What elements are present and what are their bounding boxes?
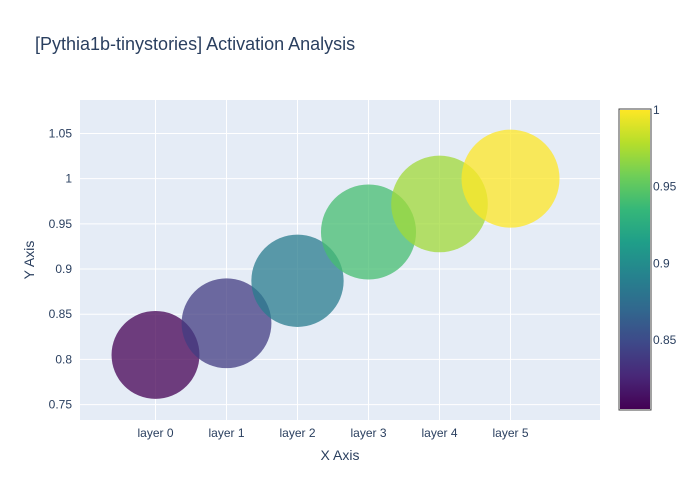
bubble-point[interactable] [111,310,200,399]
y-tick-label: 0.95 [49,217,73,231]
bubble-series [111,129,560,399]
colorbar-ticks: 0.85 0.9 0.95 1 [653,103,677,347]
colorbar-tick-label: 0.9 [653,256,670,270]
x-tick-label: layer 1 [208,426,244,440]
y-axis-ticks: 0.75 0.8 0.85 0.9 0.95 1 1.05 [49,126,73,411]
bubble-point[interactable] [461,129,560,228]
y-axis-title: Y Axis [21,241,37,280]
y-tick-label: 0.85 [49,307,73,321]
x-axis-ticks: layer 0 layer 1 layer 2 layer 3 layer 4 layer… [137,426,528,440]
colorbar-tick-label: 1 [653,103,660,117]
x-tick-label: layer 4 [421,426,457,440]
x-axis-title: X Axis [321,447,360,463]
y-tick-label: 0.75 [49,398,73,412]
colorbar-tick-label: 0.85 [653,333,677,347]
colorbar [620,110,650,409]
y-tick-label: 0.8 [55,352,72,366]
colorbar-tick-label: 0.95 [653,180,677,194]
y-tick-label: 1.05 [49,126,73,140]
y-tick-label: 1 [65,172,72,186]
x-tick-label: layer 0 [137,426,173,440]
bubble-point[interactable] [251,234,344,327]
x-tick-label: layer 2 [279,426,315,440]
colorbar-frame [618,108,652,411]
x-tick-label: layer 3 [350,426,386,440]
x-tick-label: layer 5 [492,426,528,440]
y-tick-label: 0.9 [55,262,72,276]
bubble-point[interactable] [181,278,272,369]
chart-title: [Pythia1b-tinystories] Activation Analys… [35,34,355,54]
